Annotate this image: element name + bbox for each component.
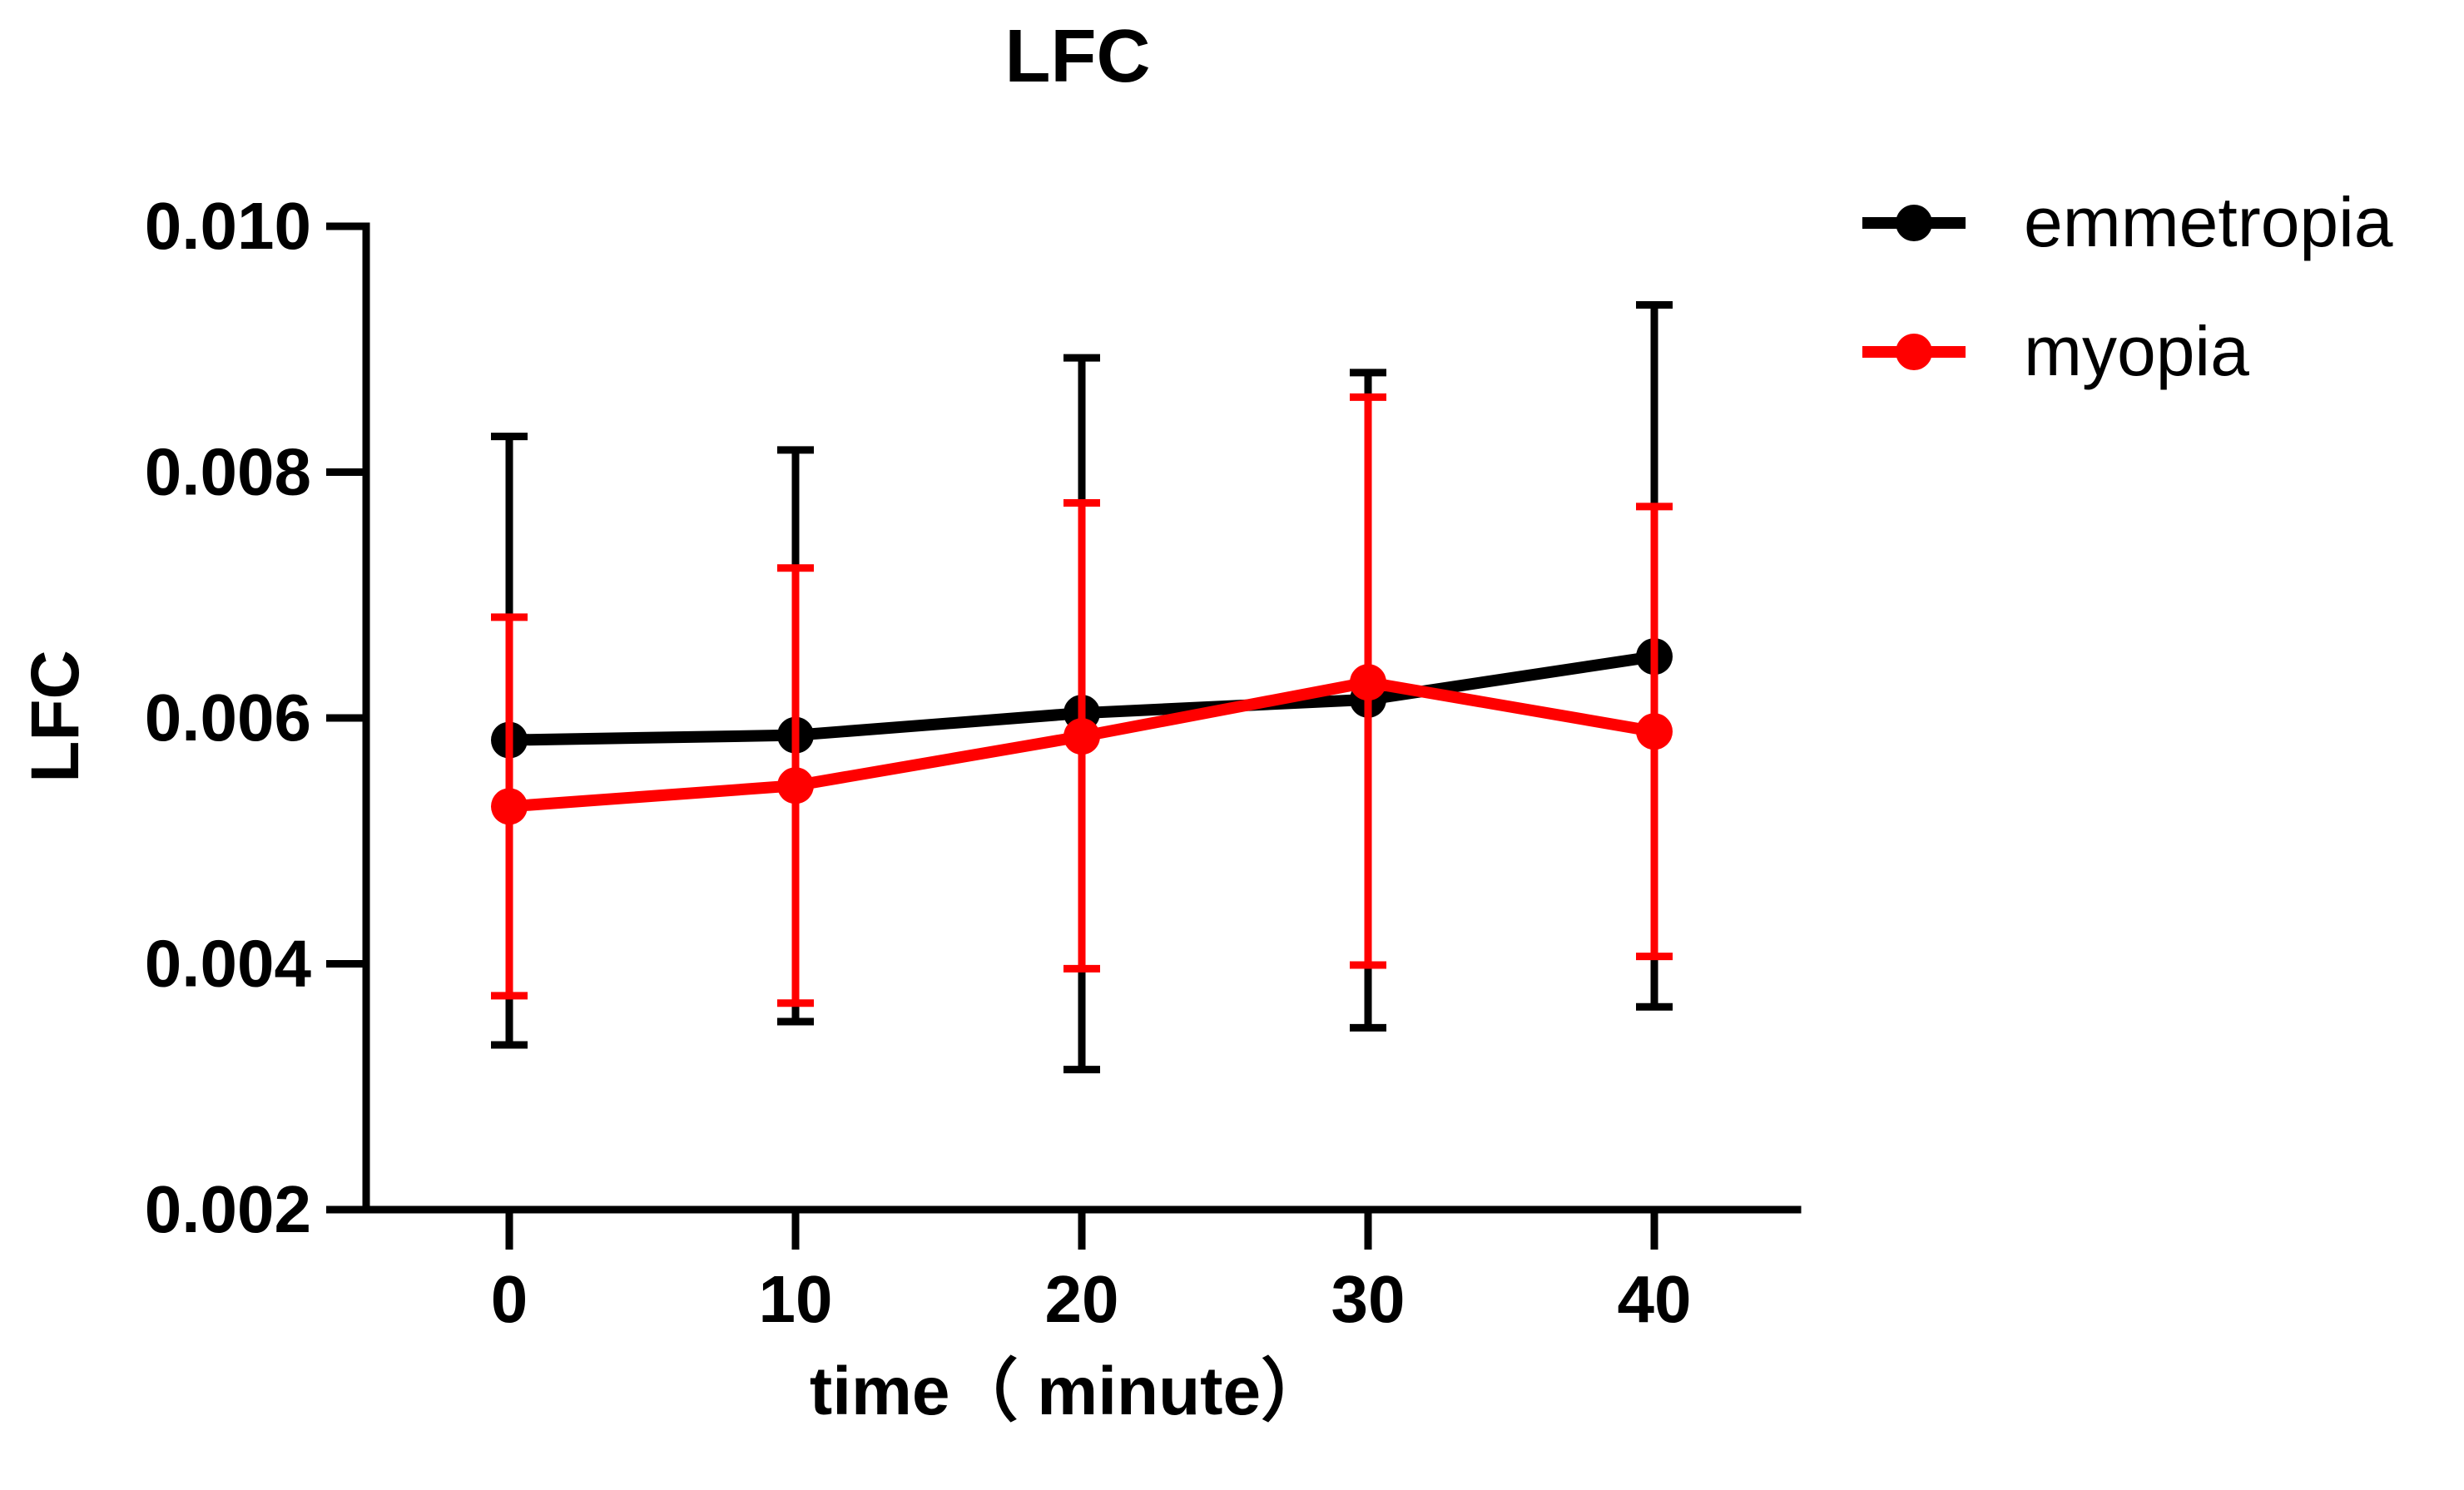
y-tick-label: 0.008 [145,435,311,509]
y-tick-label: 0.006 [145,681,311,755]
data-point [1063,718,1100,755]
legend-item-emmetropia: emmetropia [1862,183,2393,261]
legend-swatch-marker [1896,205,1932,241]
x-tick-label: 40 [1618,1262,1692,1336]
legend-label: emmetropia [2024,183,2393,261]
x-tick-label: 30 [1331,1262,1406,1336]
chart-title: LFC [1005,15,1151,98]
axes: 0.002 0.004 0.006 0.008 0.010 0 10 20 30 40 [145,189,1802,1336]
legend-swatch-marker [1896,334,1932,370]
legend-label: myopia [2024,312,2249,390]
y-tick-label: 0.004 [145,927,312,1001]
y-tick-label: 0.002 [145,1172,311,1246]
legend-item-myopia: myopia [1862,312,2249,390]
x-tick-label: 20 [1045,1262,1119,1336]
series-myopia [491,393,1673,1007]
x-tick-label: 0 [491,1262,528,1336]
data-point [777,767,814,804]
series-layer [491,301,1673,1074]
data-point [1636,713,1673,750]
x-axis-label: time（ minute） [810,1354,1329,1429]
x-tick-label: 10 [759,1262,833,1336]
y-tick-label: 0.010 [145,189,311,263]
data-point [491,788,528,825]
legend: emmetropia myopia [1862,183,2393,390]
y-axis-label: LFC [17,650,93,782]
data-point [1350,664,1386,701]
